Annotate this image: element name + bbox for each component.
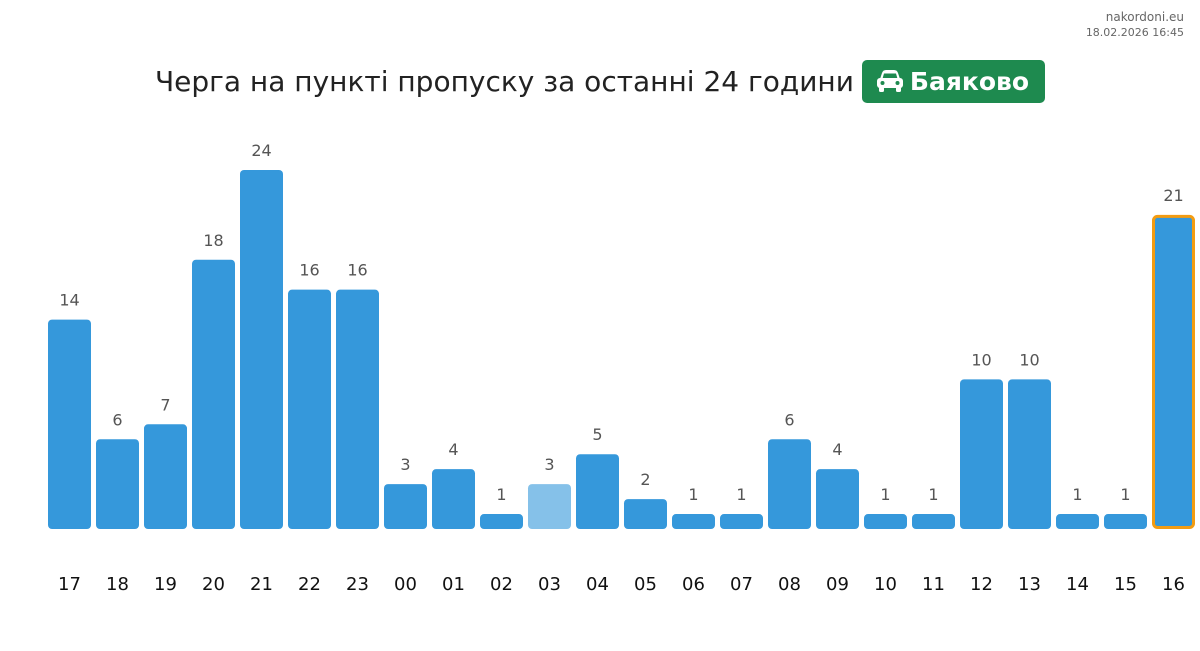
value-label-23: 16	[347, 261, 367, 280]
x-tick-09: 09	[826, 574, 849, 595]
value-label-13: 10	[1019, 350, 1039, 369]
x-tick-13: 13	[1018, 574, 1041, 595]
bar-12	[960, 379, 1003, 529]
x-tick-14: 14	[1066, 574, 1089, 595]
timestamp: 18.02.2026 16:45	[1085, 26, 1184, 39]
bar-11	[912, 514, 955, 529]
bar-13	[1008, 379, 1051, 529]
value-label-14: 1	[1072, 485, 1082, 504]
title-row: Черга на пункті пропуску за останні 24 г…	[0, 59, 1200, 103]
bar-22	[288, 289, 331, 529]
x-tick-20: 20	[202, 574, 225, 595]
x-tick-02: 02	[490, 574, 513, 595]
value-label-04: 5	[592, 425, 602, 444]
bar-09	[816, 469, 859, 529]
value-label-21: 24	[251, 141, 271, 160]
value-label-19: 7	[160, 395, 170, 414]
bar-14	[1056, 514, 1099, 529]
x-tick-23: 23	[346, 574, 369, 595]
bar-00	[384, 484, 427, 529]
value-label-15: 1	[1120, 485, 1130, 504]
value-label-06: 1	[688, 485, 698, 504]
value-label-12: 10	[971, 350, 991, 369]
bar-01	[432, 469, 475, 529]
value-label-18: 6	[112, 410, 122, 429]
x-tick-16: 16	[1162, 574, 1185, 595]
value-label-10: 1	[880, 485, 890, 504]
bar-19	[144, 424, 187, 529]
bar-20	[192, 259, 235, 529]
bar-10	[864, 514, 907, 529]
value-label-16: 21	[1163, 186, 1183, 205]
bar-03	[528, 484, 571, 529]
value-label-07: 1	[736, 485, 746, 504]
checkpoint-badge: Баяково	[861, 59, 1046, 103]
x-tick-06: 06	[682, 574, 705, 595]
x-tick-04: 04	[586, 574, 609, 595]
value-label-05: 2	[640, 470, 650, 489]
x-tick-19: 19	[154, 574, 177, 595]
bar-04	[576, 454, 619, 529]
value-label-17: 14	[59, 291, 79, 310]
bar-08	[768, 439, 811, 529]
bar-18	[96, 439, 139, 529]
value-label-09: 4	[832, 440, 842, 459]
value-label-22: 16	[299, 261, 319, 280]
bar-15	[1104, 514, 1147, 529]
value-label-02: 1	[496, 485, 506, 504]
bar-02	[480, 514, 523, 529]
bar-05	[624, 499, 667, 529]
site-name: nakordoni.eu	[1105, 10, 1184, 24]
value-label-03: 3	[544, 455, 554, 474]
x-tick-08: 08	[778, 574, 801, 595]
bar-17	[48, 319, 91, 529]
x-tick-12: 12	[970, 574, 993, 595]
x-tick-22: 22	[298, 574, 321, 595]
x-tick-10: 10	[874, 574, 897, 595]
source-info: nakordoni.eu 18.02.2026 16:45	[1086, 10, 1184, 40]
x-tick-15: 15	[1114, 574, 1137, 595]
x-tick-11: 11	[922, 574, 945, 595]
bar-16	[1152, 214, 1195, 529]
car-icon	[876, 69, 904, 93]
value-label-01: 4	[448, 440, 458, 459]
bar-07	[720, 514, 763, 529]
x-tick-01: 01	[442, 574, 465, 595]
bar-23	[336, 289, 379, 529]
value-label-20: 18	[203, 231, 223, 250]
x-tick-21: 21	[250, 574, 273, 595]
chart-title: Черга на пункті пропуску за останні 24 г…	[154, 64, 854, 98]
value-label-00: 3	[400, 455, 410, 474]
x-tick-07: 07	[730, 574, 753, 595]
x-tick-17: 17	[58, 574, 81, 595]
checkpoint-name: Баяково	[909, 66, 1030, 96]
x-tick-18: 18	[106, 574, 129, 595]
value-label-11: 1	[928, 485, 938, 504]
bar-21	[240, 170, 283, 529]
x-tick-00: 00	[394, 574, 417, 595]
value-label-08: 6	[784, 410, 794, 429]
x-tick-05: 05	[634, 574, 657, 595]
x-tick-03: 03	[538, 574, 561, 595]
bar-06	[672, 514, 715, 529]
